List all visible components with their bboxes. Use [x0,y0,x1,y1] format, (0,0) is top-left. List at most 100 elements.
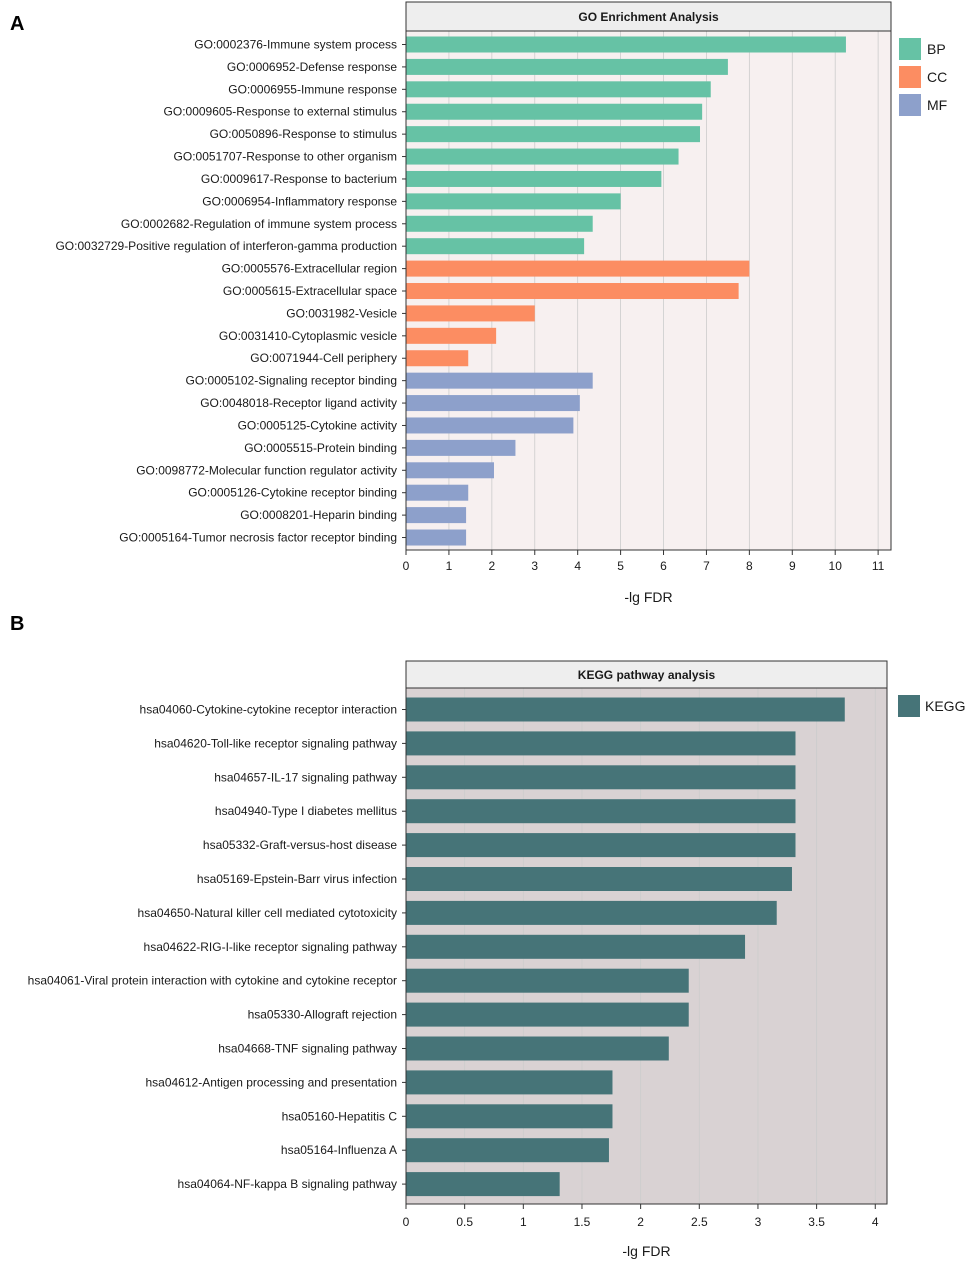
category-label: hsa05169-Epstein-Barr virus infection [197,872,397,886]
category-label: hsa05160-Hepatitis C [282,1109,398,1123]
bar [406,900,777,925]
category-label: GO:0005515-Protein binding [244,441,397,455]
chart-title: GO Enrichment Analysis [578,10,719,24]
bar [406,126,701,143]
bar [406,484,469,501]
legend-swatch [899,66,921,88]
category-label: hsa04061-Viral protein interaction with … [28,974,397,988]
bar [406,799,796,824]
bar [406,170,662,187]
x-tick-label: 0 [403,1215,410,1229]
x-axis-label: -lg FDR [624,589,672,605]
bar [406,462,494,479]
x-tick-label: 9 [789,559,796,573]
legend-swatch [899,94,921,116]
category-label: hsa04620-Toll-like receptor signaling pa… [154,736,397,750]
bar [406,260,750,277]
category-label: hsa04612-Antigen processing and presenta… [145,1075,397,1089]
category-label: GO:0006952-Defense response [227,60,397,74]
category-label: GO:0005164-Tumor necrosis factor recepto… [119,531,397,545]
kegg-pathway-chart: 0 0.5 1 1.5 2 2.5 3 3.5 4 hsa04060-Cytokine-cytok… [28,660,965,1259]
bar [406,193,621,210]
category-label: GO:0006955-Immune response [228,82,397,96]
category-label: hsa04940-Type I diabetes mellitus [215,804,397,818]
category-label: GO:0006954-Inflammatory response [202,194,397,208]
panel-b-label: B [10,613,24,635]
bar [406,103,703,120]
x-tick-label: 2 [637,1215,644,1229]
bar [406,529,467,546]
x-tick-label: 2 [488,559,495,573]
bar [406,1172,560,1197]
bar [406,395,580,412]
category-label: GO:0005126-Cytokine receptor binding [188,486,397,500]
x-tick-label: 1 [520,1215,527,1229]
bar [406,417,574,434]
x-axis-label: -lg FDR [622,1243,670,1259]
category-label: GO:0050896-Response to stimulus [210,127,397,141]
category-label: GO:0005576-Extracellular region [222,262,397,276]
legend-label: BP [927,41,946,57]
category-label: GO:0002682-Regulation of immune system p… [121,217,397,231]
x-tick-label: 2.5 [691,1215,708,1229]
category-label: hsa05332-Graft-versus-host disease [203,838,397,852]
bar [406,305,535,322]
legend-label: KEGG [925,698,965,714]
panel-a-label: A [10,13,24,35]
x-tick-label: 4 [872,1215,879,1229]
x-tick-label: 6 [660,559,667,573]
legend-swatch [898,695,920,717]
category-label: GO:0002376-Immune system process [194,38,397,52]
x-tick-label: 3 [755,1215,762,1229]
go-enrichment-chart: 0 1 2 3 4 5 6 7 8 9 10 11 GO:0002376-Immune system p… [55,1,947,605]
bar [406,350,469,367]
x-tick-label: 4 [574,559,581,573]
bar [406,148,679,165]
x-tick-label: 5 [617,559,624,573]
x-tick-label: 10 [829,559,843,573]
x-tick-label: 1 [446,559,453,573]
title-strip [405,660,888,689]
bar [406,697,845,722]
x-tick-label: 11 [872,559,885,573]
category-label: GO:0032729-Positive regulation of interf… [55,239,397,253]
bar [406,765,796,790]
bar [406,81,711,98]
legend-label: MF [927,97,947,113]
category-label: hsa04657-IL-17 signaling pathway [214,770,397,784]
category-label: GO:0071944-Cell periphery [250,351,397,365]
category-label: GO:0051707-Response to other organism [174,150,397,164]
bar [406,283,739,300]
legend-label: CC [927,69,947,85]
bar [406,58,728,75]
bar [406,968,689,993]
bar [406,1002,689,1027]
title-strip [405,1,892,32]
x-tick-label: 8 [746,559,753,573]
bar [406,1070,613,1095]
x-tick-label: 0 [403,559,410,573]
category-label: hsa05164-Influenza A [281,1143,397,1157]
category-label: GO:0048018-Receptor ligand activity [200,396,397,410]
bar [406,833,796,858]
bar [406,327,497,344]
category-label: GO:0031982-Vesicle [286,306,397,320]
bar [406,372,593,389]
legend-swatch [899,38,921,60]
bar [406,439,516,456]
x-tick-label: 0.5 [456,1215,473,1229]
chart-title: KEGG pathway analysis [578,668,716,682]
bar [406,934,746,959]
bar [406,1104,613,1129]
bar [406,731,796,756]
category-label: GO:0005125-Cytokine activity [238,418,397,432]
category-label: hsa04060-Cytokine-cytokine receptor inte… [140,703,397,717]
category-label: hsa04064-NF-kappa B signaling pathway [178,1177,397,1191]
category-label: hsa04668-TNF signaling pathway [218,1042,397,1056]
category-label: hsa05330-Allograft rejection [248,1008,397,1022]
category-label: hsa04650-Natural killer cell mediated cy… [138,906,397,920]
category-label: GO:0005102-Signaling receptor binding [186,374,397,388]
bar [406,867,792,891]
category-label: hsa04622-RIG-I-like receptor signaling p… [144,940,397,954]
